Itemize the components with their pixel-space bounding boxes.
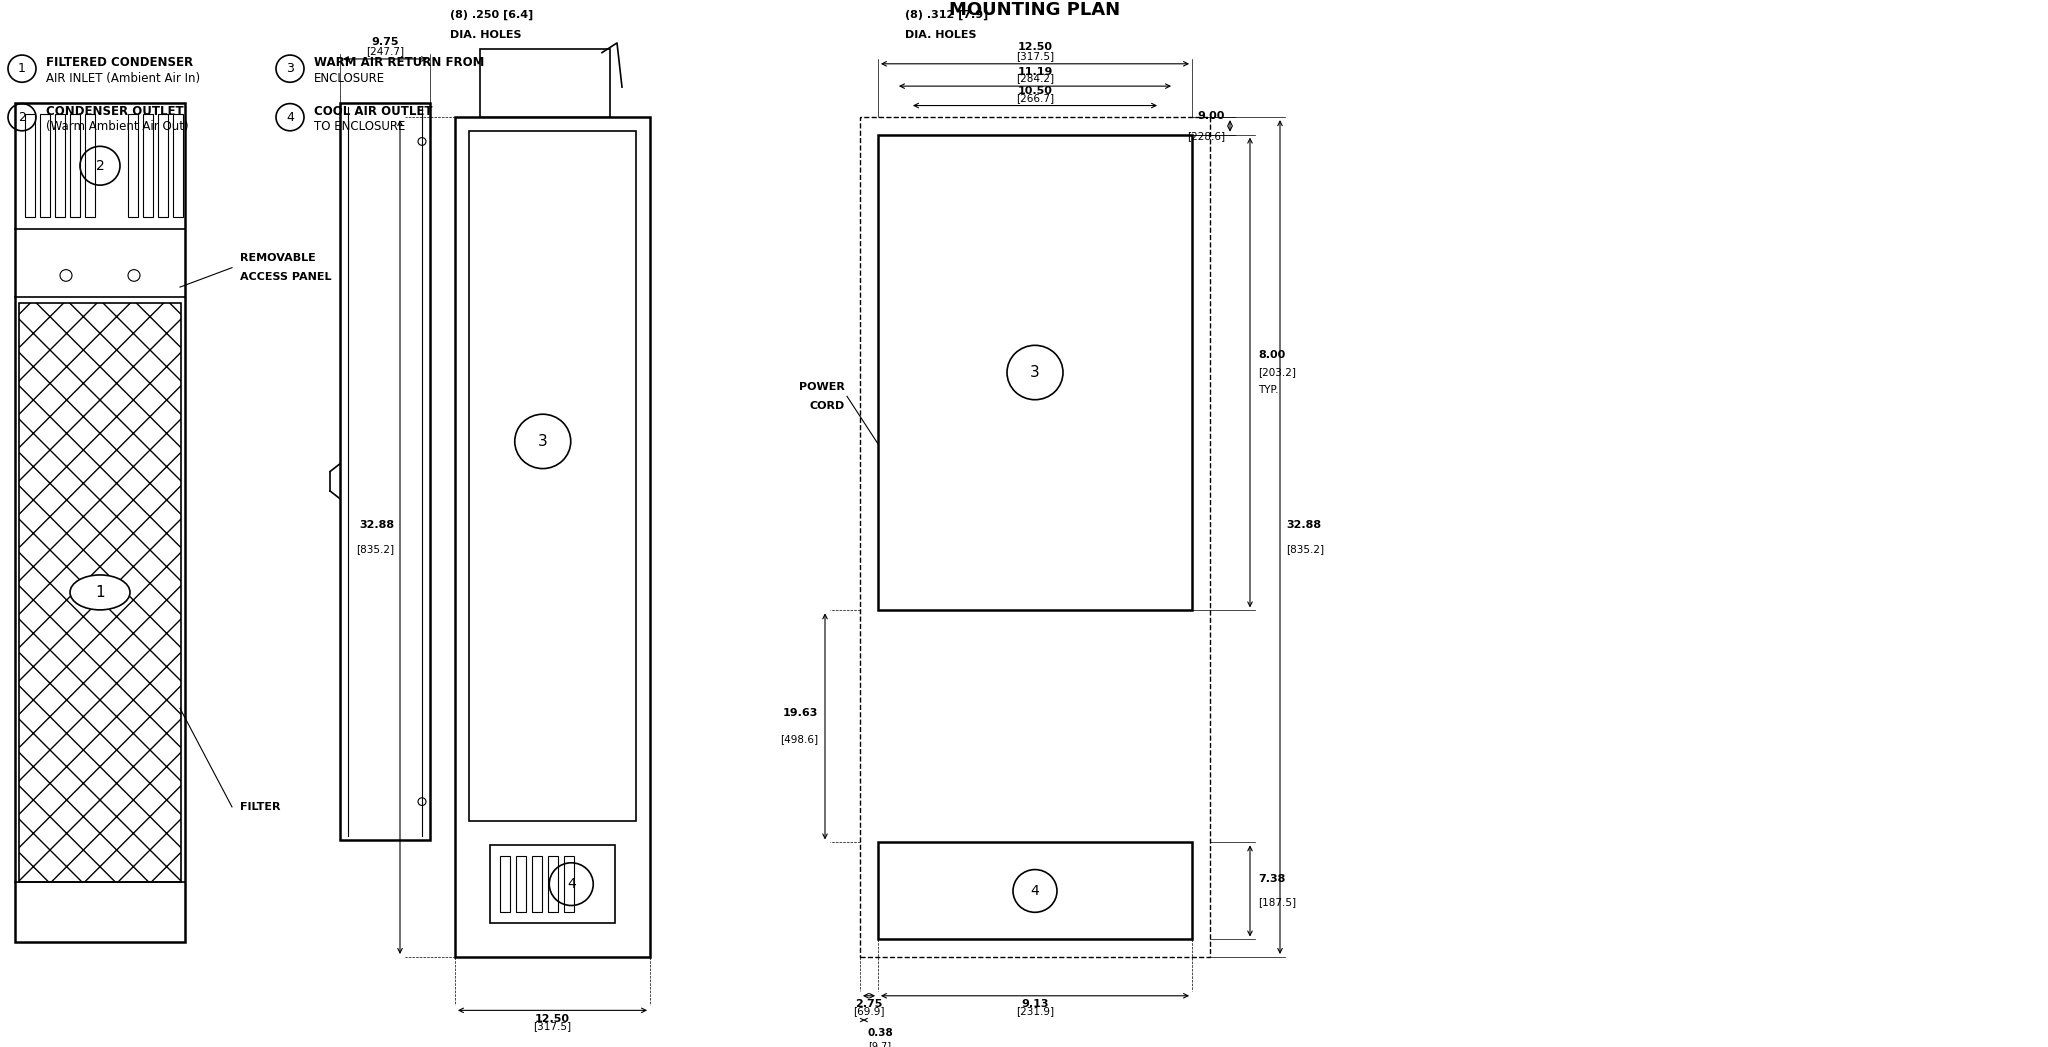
Text: POWER: POWER xyxy=(799,381,846,392)
Bar xyxy=(500,856,510,912)
Text: [835.2]: [835.2] xyxy=(356,543,393,554)
Text: 2: 2 xyxy=(18,111,27,124)
Text: 1: 1 xyxy=(18,62,27,75)
Bar xyxy=(127,114,137,217)
Bar xyxy=(549,856,557,912)
Text: [284.2]: [284.2] xyxy=(1016,73,1055,84)
Text: 2.75: 2.75 xyxy=(856,999,883,1009)
Bar xyxy=(455,117,649,957)
Text: ENCLOSURE: ENCLOSURE xyxy=(313,72,385,85)
Bar xyxy=(14,103,184,942)
Text: [187.5]: [187.5] xyxy=(1257,897,1296,908)
Text: [317.5]: [317.5] xyxy=(1016,50,1055,61)
Text: 0.38: 0.38 xyxy=(868,1028,893,1038)
Text: [203.2]: [203.2] xyxy=(1257,367,1296,378)
Text: FILTER: FILTER xyxy=(240,802,281,811)
Text: 1: 1 xyxy=(94,585,104,600)
Text: (8) .312 [7.9]: (8) .312 [7.9] xyxy=(905,10,989,20)
Text: 8.00: 8.00 xyxy=(1257,350,1286,360)
Text: 4: 4 xyxy=(567,877,575,891)
Bar xyxy=(563,856,573,912)
Text: 10.50: 10.50 xyxy=(1018,86,1053,96)
Text: 11.19: 11.19 xyxy=(1018,67,1053,76)
Bar xyxy=(172,114,182,217)
Text: COOL AIR OUTLET: COOL AIR OUTLET xyxy=(313,105,432,118)
Bar xyxy=(532,856,543,912)
Text: 9.13: 9.13 xyxy=(1022,999,1049,1009)
Text: 12.50: 12.50 xyxy=(1018,42,1053,52)
Bar xyxy=(86,114,94,217)
Text: 12.50: 12.50 xyxy=(535,1013,569,1024)
Text: 3: 3 xyxy=(539,433,547,449)
Bar xyxy=(516,856,526,912)
Text: [317.5]: [317.5] xyxy=(532,1021,571,1031)
Bar xyxy=(158,114,168,217)
Text: [9.7]: [9.7] xyxy=(868,1042,891,1047)
Text: CORD: CORD xyxy=(809,401,846,411)
Bar xyxy=(55,114,66,217)
Text: 3: 3 xyxy=(287,62,295,75)
Text: TYP.: TYP. xyxy=(1257,385,1278,395)
Text: [231.9]: [231.9] xyxy=(1016,1006,1055,1017)
Bar xyxy=(879,135,1192,610)
Text: [247.7]: [247.7] xyxy=(367,46,403,55)
Text: WARM AIR RETURN FROM: WARM AIR RETURN FROM xyxy=(313,57,485,69)
Text: 9.75: 9.75 xyxy=(371,38,399,47)
Bar xyxy=(70,114,80,217)
Text: REMOVABLE: REMOVABLE xyxy=(240,253,315,263)
Text: FILTERED CONDENSER: FILTERED CONDENSER xyxy=(45,57,193,69)
Text: [266.7]: [266.7] xyxy=(1016,93,1055,103)
Text: [498.6]: [498.6] xyxy=(780,735,819,744)
Text: 3: 3 xyxy=(1030,365,1040,380)
Text: TO ENCLOSURE: TO ENCLOSURE xyxy=(313,120,406,133)
Bar xyxy=(25,114,35,217)
Bar xyxy=(340,103,430,841)
Ellipse shape xyxy=(70,575,129,610)
Bar xyxy=(489,845,614,923)
Text: 32.88: 32.88 xyxy=(358,520,393,531)
Text: MOUNTING PLAN: MOUNTING PLAN xyxy=(950,1,1120,20)
Text: [228.6]: [228.6] xyxy=(1186,131,1225,141)
Text: [835.2]: [835.2] xyxy=(1286,543,1325,554)
Text: ACCESS PANEL: ACCESS PANEL xyxy=(240,272,332,283)
Bar xyxy=(860,117,1210,957)
Bar xyxy=(143,114,154,217)
Text: (Warm Ambient Air Out): (Warm Ambient Air Out) xyxy=(45,120,188,133)
Text: 9.00: 9.00 xyxy=(1198,111,1225,120)
Bar xyxy=(469,131,637,821)
Text: 2: 2 xyxy=(96,159,104,173)
Text: AIR INLET (Ambient Air In): AIR INLET (Ambient Air In) xyxy=(45,72,201,85)
Bar xyxy=(879,843,1192,939)
Text: 19.63: 19.63 xyxy=(782,708,819,718)
Text: 7.38: 7.38 xyxy=(1257,874,1286,885)
Text: CONDENSER OUTLET: CONDENSER OUTLET xyxy=(45,105,184,118)
Text: DIA. HOLES: DIA. HOLES xyxy=(451,29,522,40)
Text: DIA. HOLES: DIA. HOLES xyxy=(905,29,977,40)
Text: [69.9]: [69.9] xyxy=(854,1006,885,1017)
Bar xyxy=(18,303,180,883)
Bar xyxy=(41,114,49,217)
Text: 4: 4 xyxy=(1030,884,1040,898)
Text: (8) .250 [6.4]: (8) .250 [6.4] xyxy=(451,10,532,20)
Text: 32.88: 32.88 xyxy=(1286,520,1321,531)
Text: 4: 4 xyxy=(287,111,295,124)
Bar xyxy=(479,49,610,117)
